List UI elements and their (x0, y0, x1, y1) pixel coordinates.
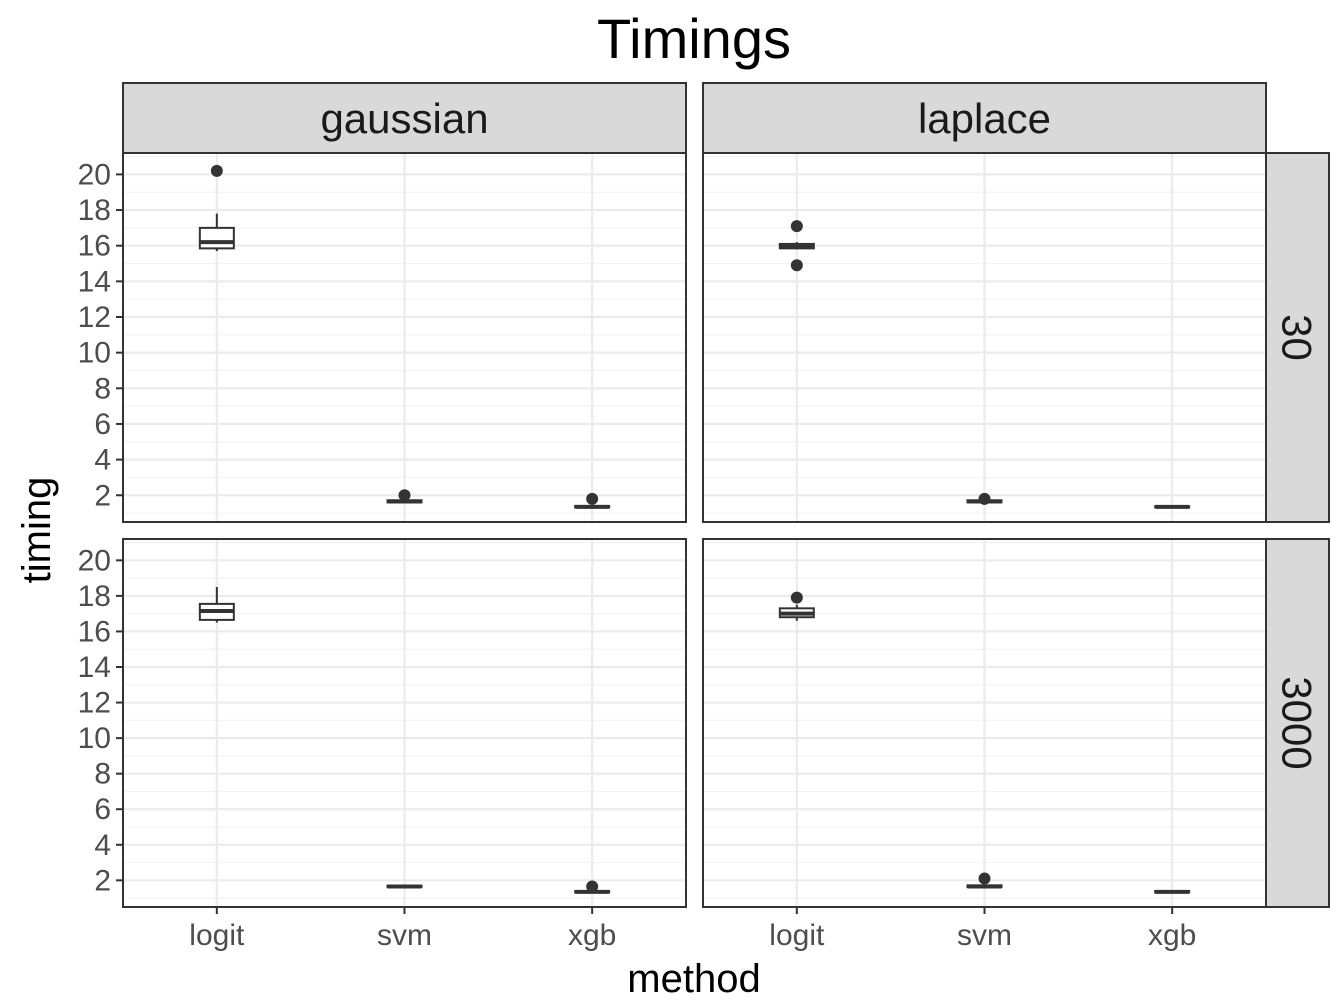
box-svm (386, 884, 423, 889)
y-tick-label: 2 (94, 864, 111, 897)
facet-strip-row-1 (1265, 538, 1330, 908)
box-xgb (574, 880, 611, 894)
facet-label-col-1: laplace (918, 95, 1051, 142)
panel-gaussian-30 (122, 152, 687, 523)
y-tick-label: 20 (78, 544, 111, 577)
box-iqr (198, 226, 235, 250)
x-tick-label: svm (377, 919, 432, 952)
y-tick-label: 4 (94, 444, 111, 477)
y-tick-label: 18 (78, 194, 111, 227)
facet-label-col-0: gaussian (320, 95, 488, 142)
box-svm (386, 489, 423, 504)
outlier-point (210, 164, 223, 177)
outlier-point (790, 591, 803, 604)
panel-gaussian-3000 (122, 538, 687, 908)
box-xgb (1154, 504, 1191, 509)
y-tick-label: 2 (94, 479, 111, 512)
x-tick-label: logit (189, 919, 245, 952)
outlier-point (978, 492, 991, 505)
panel-border (702, 152, 1267, 523)
y-tick-label: 12 (78, 687, 111, 720)
box-logit (198, 587, 235, 623)
x-tick-label: xgb (568, 919, 616, 952)
box-svm (966, 872, 1003, 889)
y-tick-label: 18 (78, 580, 111, 613)
outlier-point (790, 220, 803, 233)
outlier-point (398, 489, 411, 502)
x-tick-label: xgb (1148, 919, 1196, 952)
facet-panels: gaussian laplace3030002468101214161820246… (78, 82, 1330, 952)
y-tick-label: 14 (78, 265, 111, 298)
y-tick-label: 12 (78, 301, 111, 334)
panel-laplace-3000 (702, 538, 1267, 908)
facet-strip-row-0 (1265, 152, 1330, 523)
y-tick-label: 8 (94, 372, 111, 405)
y-tick-label: 6 (94, 793, 111, 826)
box-xgb (1154, 889, 1191, 894)
box-svm (966, 492, 1003, 505)
outlier-point (790, 259, 803, 272)
y-tick-label: 6 (94, 408, 111, 441)
facet-strip-col-1 (702, 82, 1267, 154)
outlier-point (978, 872, 991, 885)
y-tick-label: 8 (94, 758, 111, 791)
x-tick-label: logit (769, 919, 825, 952)
y-tick-label: 10 (78, 722, 111, 755)
outlier-point (586, 880, 599, 893)
panel-border (122, 152, 687, 523)
outlier-point (586, 492, 599, 505)
box-logit (778, 591, 815, 621)
facet-strip-col-0 (122, 82, 687, 154)
y-tick-label: 16 (78, 615, 111, 648)
panel-laplace-30 (702, 152, 1267, 523)
x-axis-title: method (627, 957, 760, 1001)
x-tick-label: svm (957, 919, 1012, 952)
y-tick-label: 4 (94, 829, 111, 862)
y-axis-title: timing (15, 477, 59, 584)
y-tick-label: 10 (78, 337, 111, 370)
facet-label-row-0: 30 (1274, 314, 1321, 361)
y-tick-label: 16 (78, 230, 111, 263)
y-tick-label: 14 (78, 651, 111, 684)
y-tick-label: 20 (78, 158, 111, 191)
chart-title: Timings (597, 7, 791, 70)
box-logit (198, 164, 235, 252)
box-logit (778, 220, 815, 272)
facet-label-row-1: 3000 (1274, 676, 1321, 769)
box-xgb (574, 492, 611, 509)
